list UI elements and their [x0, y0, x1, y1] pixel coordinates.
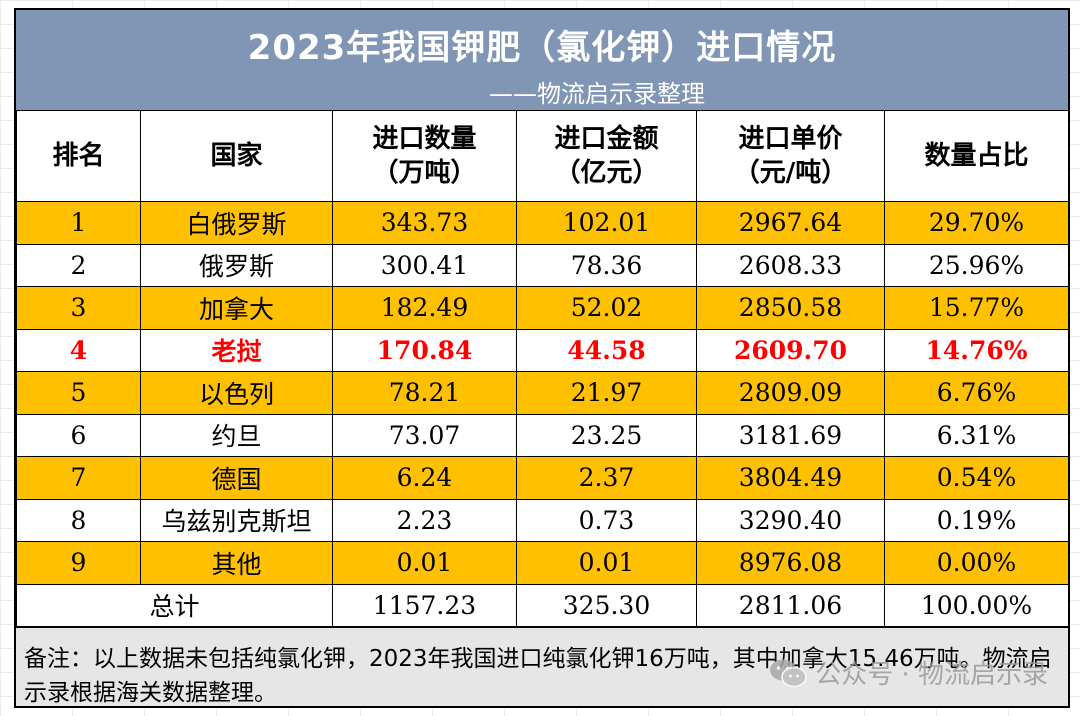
cell-country: 俄罗斯 [140, 243, 333, 287]
cell-country: 老挝 [140, 328, 333, 372]
cell-total-share: 100.00% [884, 583, 1069, 627]
cell-price: 2967.64 [696, 201, 885, 245]
cell-share: 0.19% [884, 498, 1069, 542]
cell-country: 约旦 [140, 413, 333, 457]
watermark-text: 公众号 · 物流启示录 [815, 660, 1048, 690]
cell-country: 乌兹别克斯坦 [140, 498, 333, 542]
title-block: 2023年我国钾肥（氯化钾）进口情况 ——物流启示录整理 [16, 10, 1068, 112]
cell-share: 15.77% [884, 286, 1069, 330]
cell-rank: 9 [16, 541, 141, 585]
table-row-highlighted: 4 老挝 170.84 44.58 2609.70 14.76% [16, 328, 1069, 372]
cell-quantity: 2.23 [332, 498, 517, 542]
cell-amount: 23.25 [516, 413, 697, 457]
cell-rank: 8 [16, 498, 141, 542]
cell-price: 8976.08 [696, 541, 885, 585]
cell-country: 其他 [140, 541, 333, 585]
cell-price: 3181.69 [696, 413, 885, 457]
header-country: 国家 [140, 110, 333, 202]
cell-quantity: 73.07 [332, 413, 517, 457]
cell-amount: 21.97 [516, 371, 697, 415]
cell-quantity: 170.84 [332, 328, 517, 372]
cell-country: 以色列 [140, 371, 333, 415]
cell-share: 29.70% [884, 201, 1069, 245]
header-rank: 排名 [16, 110, 141, 202]
cell-share: 6.76% [884, 371, 1069, 415]
cell-price: 2809.09 [696, 371, 885, 415]
cell-amount: 44.58 [516, 328, 697, 372]
table-row: 9 其他 0.01 0.01 8976.08 0.00% [16, 541, 1069, 585]
cell-price: 2609.70 [696, 328, 885, 372]
table-row: 7 德国 6.24 2.37 3804.49 0.54% [16, 456, 1069, 500]
header-price: 进口单价 （元/吨） [696, 110, 885, 202]
cell-quantity: 0.01 [332, 541, 517, 585]
header-share: 数量占比 [884, 110, 1069, 202]
cell-quantity: 78.21 [332, 371, 517, 415]
cell-total-label: 总计 [16, 583, 333, 627]
cell-price: 3804.49 [696, 456, 885, 500]
cell-quantity: 300.41 [332, 243, 517, 287]
cell-amount: 0.01 [516, 541, 697, 585]
table-total-row: 总计 1157.23 325.30 2811.06 100.00% [16, 583, 1069, 627]
header-amount: 进口金额 （亿元） [516, 110, 697, 202]
import-data-table: 排名 国家 进口数量 （万吨） 进口金额 （亿元） 进口单价 （元/吨） 数量占比 1… [16, 110, 1069, 627]
cell-price: 3290.40 [696, 498, 885, 542]
cell-rank: 6 [16, 413, 141, 457]
cell-rank: 4 [16, 328, 141, 372]
import-table-sheet: 2023年我国钾肥（氯化钾）进口情况 ——物流启示录整理 排名 国家 进口数量（… [14, 8, 1070, 708]
cell-country: 德国 [140, 456, 333, 500]
cell-quantity: 182.49 [332, 286, 517, 330]
cell-price: 2608.33 [696, 243, 885, 287]
cell-country: 白俄罗斯 [140, 201, 333, 245]
cell-share: 6.31% [884, 413, 1069, 457]
cell-share: 14.76% [884, 328, 1069, 372]
cell-country: 加拿大 [140, 286, 333, 330]
cell-share: 0.54% [884, 456, 1069, 500]
cell-share: 25.96% [884, 243, 1069, 287]
page-title: 2023年我国钾肥（氯化钾）进口情况 [247, 28, 837, 68]
cell-rank: 2 [16, 243, 141, 287]
table-row: 1 白俄罗斯 343.73 102.01 2967.64 29.70% [16, 201, 1069, 245]
cell-total-price: 2811.06 [696, 583, 885, 627]
wechat-icon [770, 659, 807, 687]
footnote: 备注：以上数据未包括纯氯化钾，2023年我国进口纯氯化钾16万吨，其中加拿大15… [16, 626, 1068, 706]
page-subtitle: ——物流启示录整理 [489, 80, 705, 108]
table-row: 3 加拿大 182.49 52.02 2850.58 15.77% [16, 286, 1069, 330]
cell-rank: 3 [16, 286, 141, 330]
table-row: 5 以色列 78.21 21.97 2809.09 6.76% [16, 371, 1069, 415]
cell-rank: 5 [16, 371, 141, 415]
table-row: 6 约旦 73.07 23.25 3181.69 6.31% [16, 413, 1069, 457]
cell-rank: 1 [16, 201, 141, 245]
cell-amount: 2.37 [516, 456, 697, 500]
cell-quantity: 6.24 [332, 456, 517, 500]
cell-amount: 0.73 [516, 498, 697, 542]
cell-share: 0.00% [884, 541, 1069, 585]
cell-total-quantity: 1157.23 [332, 583, 517, 627]
cell-amount: 78.36 [516, 243, 697, 287]
watermark: 公众号 · 物流启示录 [769, 654, 1048, 691]
cell-rank: 7 [16, 456, 141, 500]
table-header-row: 排名 国家 进口数量 （万吨） 进口金额 （亿元） 进口单价 （元/吨） 数量占比 [16, 110, 1069, 202]
cell-amount: 102.01 [516, 201, 697, 245]
cell-total-amount: 325.30 [516, 583, 697, 627]
table-row: 2 俄罗斯 300.41 78.36 2608.33 25.96% [16, 243, 1069, 287]
cell-amount: 52.02 [516, 286, 697, 330]
table-row: 8 乌兹别克斯坦 2.23 0.73 3290.40 0.19% [16, 498, 1069, 542]
cell-price: 2850.58 [696, 286, 885, 330]
cell-quantity: 343.73 [332, 201, 517, 245]
header-quantity: 进口数量 （万吨） [332, 110, 517, 202]
